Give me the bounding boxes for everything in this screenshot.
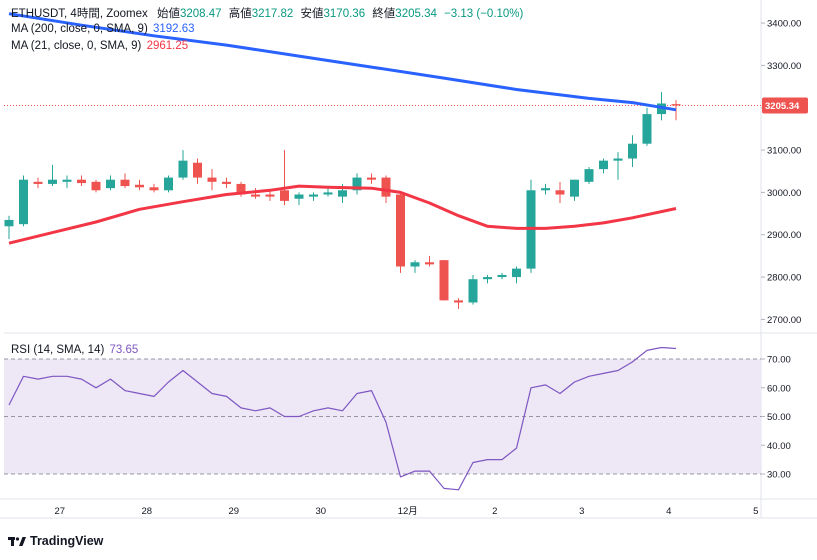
candle-body [164, 177, 173, 191]
candle-body [367, 177, 376, 180]
ma200-value: 3192.63 [152, 23, 195, 35]
rsi-tick-label: 30.00 [767, 470, 791, 481]
price-tick-label: 3000.00 [767, 188, 801, 199]
rsi-value: 73.65 [109, 344, 139, 356]
candle-body [468, 279, 478, 303]
close-label: 終値 [372, 8, 396, 20]
candle-body [178, 160, 188, 178]
symbol-title: ETHUSDT, 4時間, Zoomex [11, 8, 148, 20]
candle-body [48, 179, 57, 184]
tradingview-brand[interactable]: TradingView [8, 534, 103, 548]
close-value: 3205.34 [395, 8, 437, 20]
candle-body [294, 194, 304, 199]
candle-body [483, 277, 492, 280]
candle-body [425, 262, 434, 265]
candle-body [642, 114, 652, 144]
open-label: 始値 [156, 8, 180, 20]
candle-body [628, 143, 637, 159]
price-tick-label: 2800.00 [767, 273, 801, 284]
candle-body [338, 190, 347, 197]
candle-body [106, 179, 115, 189]
time-tick-label: 30 [315, 506, 326, 517]
candle-body [323, 192, 333, 195]
candle-body [512, 268, 521, 278]
tradingview-logo-icon [8, 537, 26, 546]
open-value: 3208.47 [179, 8, 222, 20]
candle-body [309, 194, 318, 197]
ma21-legend: MA (21, close, 0, SMA, 9) 2961.25 [11, 40, 188, 52]
time-tick-label: 4 [666, 506, 671, 517]
time-tick-label: 12月 [398, 506, 418, 517]
candle-body [19, 179, 28, 225]
price-tick-label: 3300.00 [767, 61, 801, 72]
change-value: −3.13 (−0.10%) [444, 8, 524, 20]
candle-body [120, 179, 130, 187]
rsi-label: RSI (14, SMA, 14) [11, 344, 105, 356]
candle-body [541, 188, 550, 191]
candle-body [352, 177, 362, 191]
ma21-value: 2961.25 [146, 40, 189, 52]
price-tick-label: 2700.00 [767, 315, 801, 326]
candle-body [91, 181, 101, 191]
time-tick-label: 5 [753, 506, 758, 517]
price-tick-label: 2900.00 [767, 230, 801, 241]
time-tick-label: 3 [579, 506, 584, 517]
time-tick-label: 27 [54, 506, 65, 517]
candle-body [251, 194, 260, 197]
candle-body [381, 177, 391, 197]
last-price-tag [762, 97, 808, 114]
low-label: 安値 [300, 8, 324, 20]
rsi-legend: RSI (14, SMA, 14) 73.65 [11, 344, 138, 356]
ma21-label: MA (21, close, 0, SMA, 9) [11, 40, 142, 52]
candle-body [77, 179, 86, 184]
last-price-label: 3205.34 [765, 101, 800, 112]
time-tick-label: 28 [141, 506, 152, 517]
candle-body [599, 160, 608, 170]
tradingview-name: TradingView [30, 534, 104, 548]
ma200-legend: MA (200, close, 0, SMA, 9) 3192.63 [11, 23, 195, 35]
candle-body [193, 162, 202, 178]
rsi-tick-label: 60.00 [767, 383, 791, 394]
symbol-legend: ETHUSDT, 4時間, Zoomex 始値3208.47 高値3217.82… [11, 5, 523, 21]
rsi-tick-label: 40.00 [767, 441, 791, 452]
candle-body [410, 262, 420, 267]
candle-body [222, 181, 231, 184]
candle-body [280, 190, 289, 201]
candle-body [497, 274, 507, 278]
price-tick-label: 3100.00 [767, 146, 801, 157]
ma200-label: MA (200, close, 0, SMA, 9) [11, 23, 148, 35]
candle-body [62, 179, 72, 182]
candle-body [570, 179, 579, 197]
candle-body [33, 181, 43, 184]
price-tick-label: 3400.00 [767, 19, 801, 30]
candle-body [671, 104, 681, 106]
ma21-line [8, 184, 677, 245]
rsi-tick-label: 50.00 [767, 412, 791, 423]
candle-body [265, 194, 275, 197]
ma200-line [8, 12, 677, 112]
rsi-line [8, 346, 677, 491]
candle-body [135, 184, 144, 188]
candle-body [4, 219, 14, 227]
candle-body [555, 190, 565, 195]
rsi-tick-label: 70.00 [767, 355, 791, 366]
candle-body [149, 187, 159, 191]
time-tick-label: 29 [228, 506, 239, 517]
candle-body [613, 158, 623, 161]
high-label: 高値 [228, 8, 252, 20]
candle-body [207, 177, 217, 182]
low-value: 3170.36 [323, 8, 366, 20]
candle-body [584, 169, 594, 182]
candle-body [236, 183, 246, 195]
candle-body [454, 300, 463, 303]
candle-body [439, 260, 449, 301]
high-value: 3217.82 [251, 8, 294, 20]
time-tick-label: 2 [492, 506, 497, 517]
candle-body [396, 194, 405, 267]
